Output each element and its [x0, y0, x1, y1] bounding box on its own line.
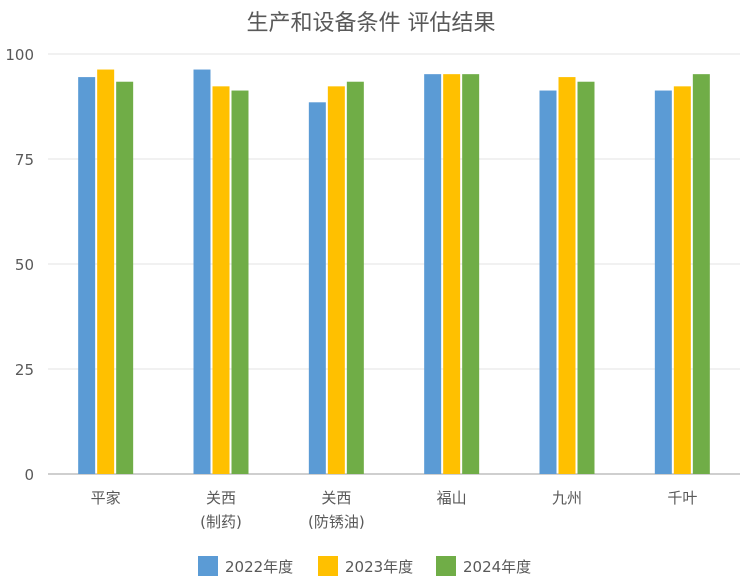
bar-2022年度-千叶 [654, 90, 672, 474]
x-tick-label: 千叶 [667, 489, 697, 507]
bar-2023年度-福山 [443, 74, 461, 474]
bar-2023年度-关西(防锈油) [327, 86, 345, 474]
x-tick-label: 关西 [206, 489, 236, 507]
y-tick-label: 0 [24, 466, 34, 484]
bar-2023年度-千叶 [673, 86, 691, 474]
bar-2022年度-九州 [539, 90, 557, 474]
y-tick-label: 25 [15, 361, 34, 379]
bar-2022年度-关西(制药) [193, 69, 211, 474]
x-tick-label: 平家 [91, 489, 121, 507]
bar-2022年度-平家 [78, 77, 96, 474]
bar-2022年度-福山 [424, 74, 442, 474]
y-tick-label: 50 [15, 256, 34, 274]
bar-2024年度-平家 [116, 81, 134, 474]
x-tick-label: 关西 [321, 489, 351, 507]
x-tick-label: (制药) [200, 513, 242, 531]
legend-label: 2024年度 [463, 558, 531, 576]
bar-2024年度-关西(制药) [231, 90, 249, 474]
y-tick-label: 100 [5, 46, 34, 64]
bar-2023年度-九州 [558, 77, 576, 474]
legend-swatch [318, 556, 338, 576]
bar-2024年度-九州 [577, 81, 595, 474]
legend-swatch [436, 556, 456, 576]
chart-title: 生产和设备条件 评估结果 [247, 11, 496, 36]
bar-2024年度-福山 [462, 74, 480, 474]
bar-2022年度-关西(防锈油) [308, 102, 326, 475]
bar-2023年度-关西(制药) [212, 86, 230, 474]
bar-2024年度-关西(防锈油) [346, 81, 364, 474]
y-tick-label: 75 [15, 151, 34, 169]
bar-2024年度-千叶 [692, 74, 710, 474]
legend-swatch [198, 556, 218, 576]
legend-label: 2022年度 [225, 558, 293, 576]
legend-label: 2023年度 [345, 558, 413, 576]
bar-2023年度-平家 [97, 69, 115, 474]
x-tick-label: (防锈油) [308, 513, 365, 531]
x-tick-label: 九州 [552, 489, 582, 507]
x-tick-label: 福山 [437, 489, 467, 507]
